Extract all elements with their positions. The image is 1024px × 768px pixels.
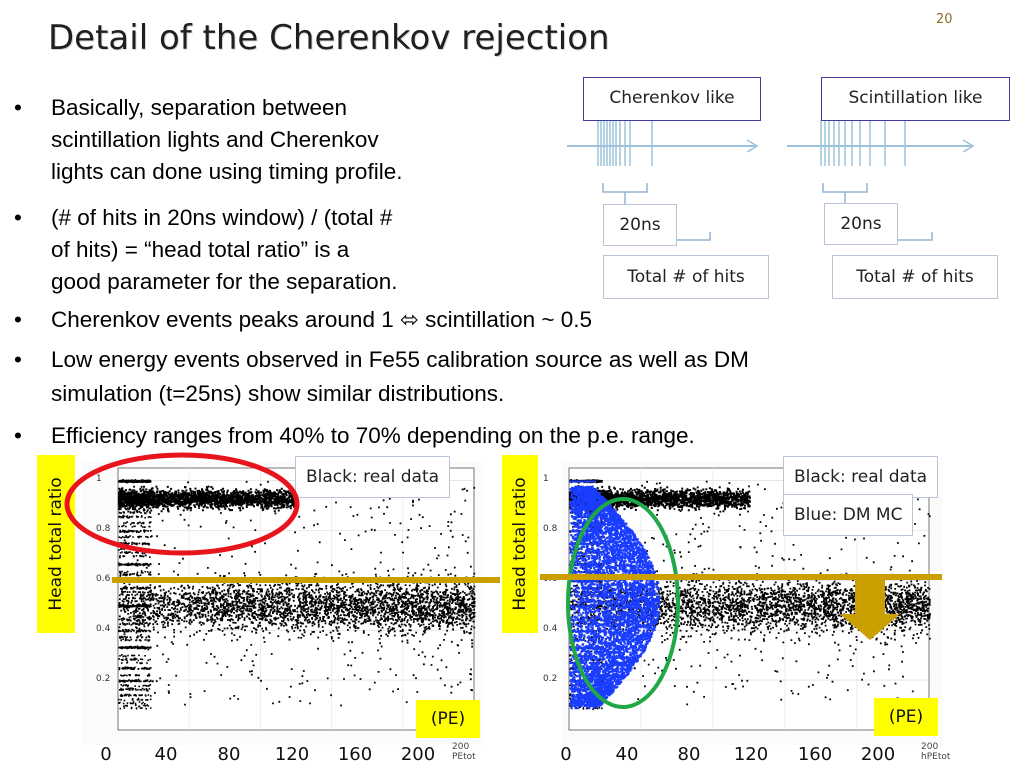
right-y-tick-label: 0.2 bbox=[543, 674, 558, 685]
bullet-marker: • bbox=[14, 205, 22, 230]
bullet-line: simulation (t=25ns) show similar distrib… bbox=[51, 381, 505, 406]
left-axis-name: 200 PEtot bbox=[452, 742, 476, 762]
left-y-tick-label: 1 bbox=[96, 474, 102, 485]
window-bracket bbox=[898, 232, 933, 241]
right-x-tick-label: 200 bbox=[860, 744, 896, 765]
bullet-line: Basically, separation between bbox=[51, 95, 348, 120]
left-x-unit-label: (PE) bbox=[416, 700, 480, 738]
right-legend-real-data: Black: real data bbox=[783, 456, 939, 498]
right-legend-dm-mc: Blue: DM MC bbox=[783, 494, 914, 536]
slide-number: 20 bbox=[936, 12, 953, 27]
scintillation-total-hits-label: Total # of hits bbox=[832, 255, 998, 299]
right-x-tick-label: 40 bbox=[615, 744, 639, 765]
bullet-line: scintillation lights and Cherenkov bbox=[51, 127, 379, 152]
bullet-marker: • bbox=[14, 307, 22, 332]
real-data-points bbox=[569, 479, 931, 711]
cherenkov-total-hits-label: Total # of hits bbox=[603, 255, 769, 299]
cherenkov-like-label: Cherenkov like bbox=[583, 77, 761, 121]
right-x-tick-label: 160 bbox=[797, 744, 833, 765]
bullet-marker: • bbox=[14, 95, 22, 120]
slide-title: Detail of the Cherenkov rejection bbox=[48, 18, 610, 58]
left-x-tick-label: 80 bbox=[217, 744, 241, 765]
bullet-line: good parameter for the separation. bbox=[51, 269, 398, 294]
bullet-line: Efficiency ranges from 40% to 70% depend… bbox=[51, 423, 695, 448]
left-x-tick-label: 0 bbox=[100, 744, 112, 765]
right-y-axis-title: Head total ratio bbox=[502, 455, 538, 633]
right-x-tick-label: 120 bbox=[733, 744, 769, 765]
scintillation-window-label: 20ns bbox=[824, 203, 898, 245]
right-axis-name: 200 hPEtot bbox=[921, 742, 951, 762]
right-y-tick-label: 0.6 bbox=[543, 574, 558, 585]
bullet-line: Cherenkov events peaks around 1 ⬄ scinti… bbox=[51, 307, 593, 332]
timeline-arrow-icon bbox=[746, 139, 759, 153]
right-x-tick-label: 80 bbox=[677, 744, 701, 765]
left-x-tick-label: 160 bbox=[337, 744, 373, 765]
window-bracket bbox=[677, 232, 711, 241]
left-x-tick-label: 120 bbox=[274, 744, 310, 765]
left-y-tick-label: 0.4 bbox=[96, 624, 111, 635]
left-y-tick-label: 0.6 bbox=[96, 574, 111, 585]
bullet-line: of hits) = “head total ratio” is a bbox=[51, 237, 350, 262]
scintillation-like-label: Scintillation like bbox=[821, 77, 1010, 121]
bullet-marker: • bbox=[14, 423, 22, 448]
bullet-marker: • bbox=[14, 347, 22, 372]
window-bracket bbox=[602, 183, 648, 193]
left-y-tick-label: 0.8 bbox=[96, 524, 111, 535]
bullet-line: (# of hits in 20ns window) / (total # bbox=[51, 205, 393, 230]
bullet-line: lights can done using timing profile. bbox=[51, 159, 403, 184]
right-y-tick-label: 0.8 bbox=[543, 524, 558, 535]
left-legend-real-data: Black: real data bbox=[295, 456, 451, 498]
bullet-line: Low energy events observed in Fe55 calib… bbox=[51, 347, 749, 372]
left-y-axis-title: Head total ratio bbox=[37, 455, 75, 633]
right-y-tick-label: 0.4 bbox=[543, 624, 558, 635]
left-x-tick-label: 200 bbox=[400, 744, 436, 765]
timeline-arrow-icon bbox=[962, 139, 975, 153]
right-x-unit-label: (PE) bbox=[874, 698, 938, 736]
left-y-tick-label: 0.2 bbox=[96, 674, 111, 685]
right-x-tick-label: 0 bbox=[560, 744, 572, 765]
cherenkov-window-label: 20ns bbox=[603, 204, 677, 246]
window-bracket bbox=[822, 183, 868, 193]
right-y-tick-label: 1 bbox=[543, 474, 549, 485]
left-x-tick-label: 40 bbox=[154, 744, 178, 765]
